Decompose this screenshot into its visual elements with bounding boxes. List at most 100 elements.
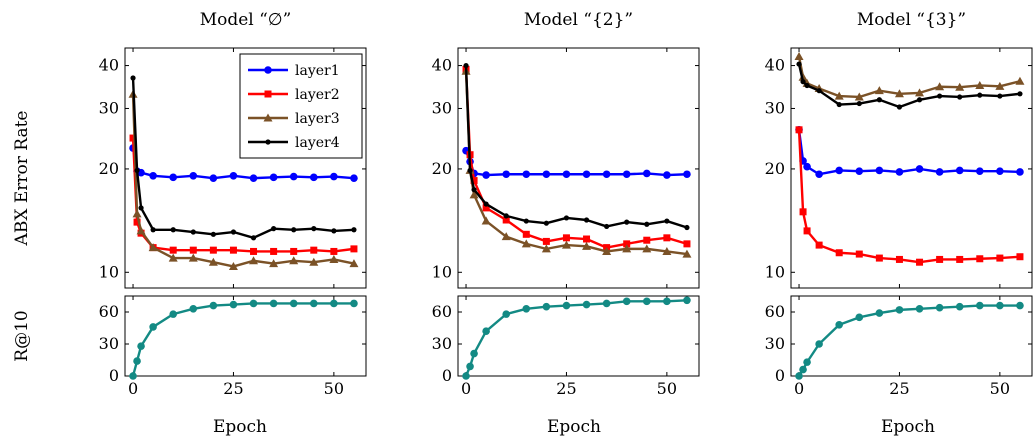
data-point [230, 229, 237, 235]
plot-frame [124, 295, 367, 377]
data-point [330, 299, 338, 308]
x-tick-label: 0 [794, 379, 804, 398]
data-point [132, 209, 142, 218]
y-tick-label: 40 [99, 56, 119, 75]
data-point [289, 172, 298, 181]
data-point [895, 306, 904, 314]
data-point [796, 61, 802, 67]
data-point [350, 174, 358, 182]
data-point [503, 213, 509, 219]
plot-frame [457, 295, 700, 377]
legend-label: layer1 [295, 63, 340, 79]
y-tick-label: 30 [432, 334, 452, 353]
data-point [937, 93, 943, 99]
data-point [955, 166, 964, 175]
y-tick-label: 20 [765, 159, 785, 178]
y-tick-label: 60 [432, 302, 452, 321]
data-point [976, 255, 984, 263]
data-point [915, 305, 924, 313]
data-point [309, 173, 318, 182]
data-point [855, 250, 863, 258]
y-tick-label: 60 [765, 302, 785, 321]
data-point [310, 246, 318, 254]
data-point [662, 246, 672, 255]
data-point [795, 126, 803, 134]
data-point [683, 170, 691, 179]
data-point [523, 218, 529, 224]
series-line-layer3 [797, 56, 1021, 99]
data-point [602, 299, 611, 308]
data-point [470, 177, 478, 185]
data-point [482, 204, 490, 212]
data-point [149, 323, 157, 331]
series-line-layer4 [464, 65, 688, 229]
ylabel-recall: R@10 [12, 310, 32, 361]
data-point [623, 240, 631, 248]
series-line-recall [798, 304, 1020, 377]
data-point [269, 259, 279, 268]
data-point [642, 297, 651, 306]
y-tick-label: 40 [432, 56, 452, 75]
x-tick-label: 50 [324, 379, 344, 398]
data-point [168, 253, 178, 262]
y-tick-label: 30 [99, 98, 119, 117]
data-point [875, 166, 884, 175]
data-point [663, 297, 671, 306]
data-point [269, 173, 278, 182]
data-point [582, 300, 591, 309]
data-point [895, 255, 903, 263]
data-point [249, 299, 258, 308]
data-point [501, 232, 511, 241]
data-point [957, 94, 963, 100]
data-point [664, 218, 670, 224]
data-point [291, 227, 297, 233]
data-point [875, 254, 883, 262]
data-point [229, 171, 238, 180]
data-point [955, 302, 964, 311]
legend-marker [265, 139, 271, 145]
data-point [975, 301, 984, 310]
data-point [542, 237, 550, 245]
data-point [543, 220, 549, 226]
data-point [955, 82, 965, 91]
data-point [935, 303, 944, 312]
data-point [470, 349, 478, 358]
data-point [502, 170, 511, 179]
data-point [602, 170, 611, 179]
legend: layer1 layer2 layer3 layer4 [239, 53, 363, 159]
data-point [482, 171, 490, 179]
data-point [228, 261, 238, 270]
data-point [209, 174, 218, 182]
xlabel-right: Epoch [881, 417, 935, 436]
plot-frame [124, 47, 367, 289]
series-line-layer3 [464, 71, 688, 256]
data-point [148, 243, 158, 252]
data-point [269, 299, 278, 308]
data-point [815, 340, 823, 348]
data-point [799, 365, 807, 374]
data-point [481, 216, 491, 225]
data-point [896, 104, 903, 110]
series-line-layer4 [131, 77, 355, 240]
recall-panel-3: 0 25 50 0 30 60 [765, 295, 1033, 398]
data-point [916, 97, 923, 103]
data-point [855, 167, 864, 175]
data-point [133, 218, 141, 226]
data-point [522, 230, 530, 238]
data-point [795, 372, 803, 380]
data-point [975, 167, 984, 175]
data-point [604, 223, 610, 230]
data-point [622, 244, 632, 253]
data-point [916, 258, 924, 266]
data-point [136, 226, 146, 235]
data-point [834, 91, 844, 100]
data-point [189, 171, 198, 180]
data-point [799, 208, 807, 216]
data-point [1016, 301, 1024, 310]
data-point [482, 327, 490, 336]
legend-box [239, 53, 363, 159]
data-point [815, 170, 823, 179]
y-tick-label: 60 [99, 302, 119, 321]
legend-label: layer3 [295, 111, 340, 127]
